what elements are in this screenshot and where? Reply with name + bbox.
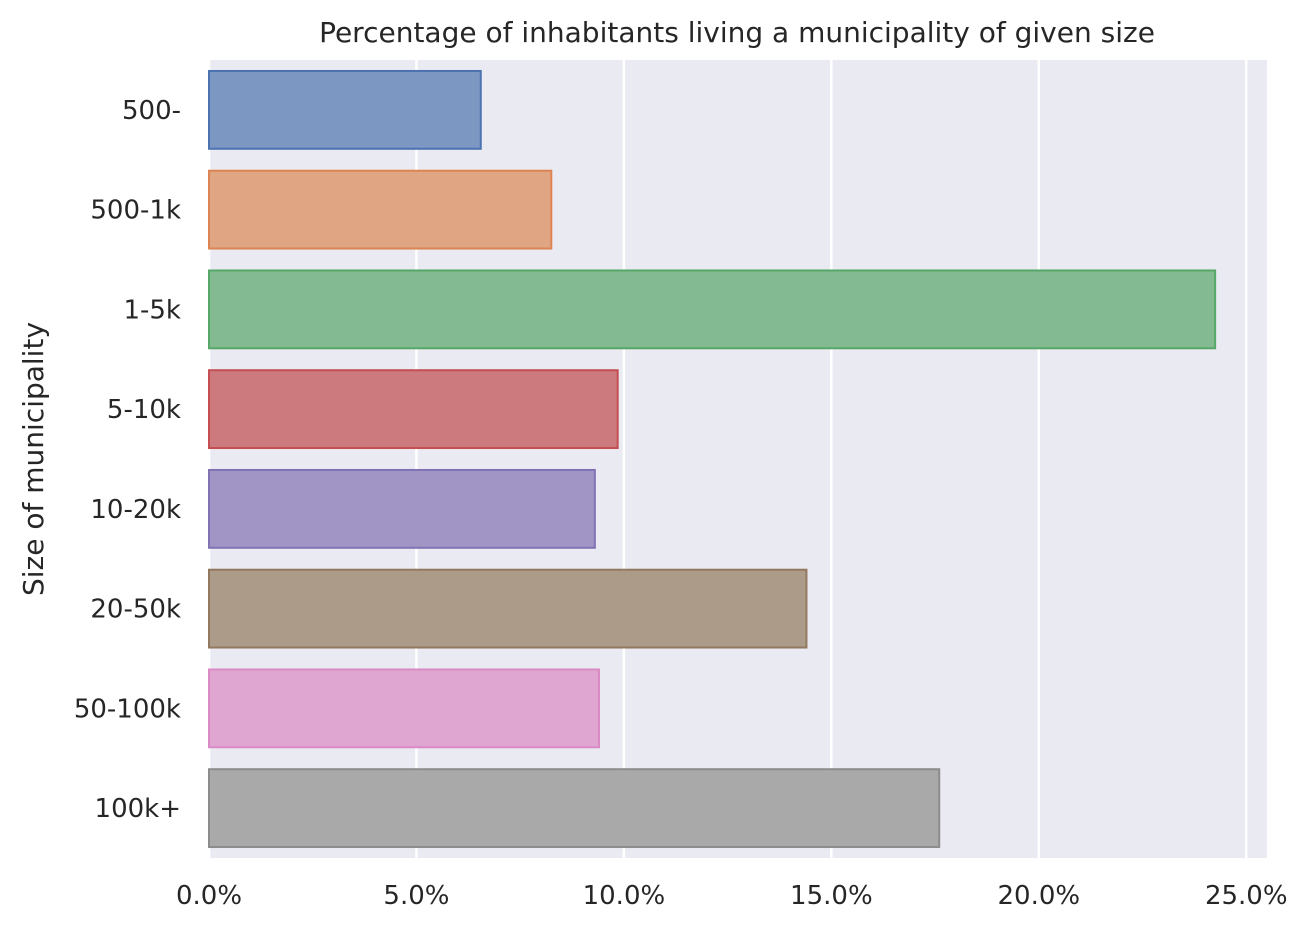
x-tick-label: 10.0% xyxy=(583,881,666,911)
y-tick-label: 100k+ xyxy=(95,794,181,824)
x-tick-label: 0.0% xyxy=(176,881,242,911)
x-tick-label: 5.0% xyxy=(383,881,449,911)
y-tick-label: 10-20k xyxy=(90,495,181,525)
y-axis-label: Size of municipality xyxy=(17,322,50,596)
y-tick-label: 20-50k xyxy=(90,595,181,625)
y-tick-label: 5-10k xyxy=(107,395,181,425)
bar-100k+ xyxy=(208,768,941,849)
chart-title: Percentage of inhabitants living a munic… xyxy=(319,16,1155,49)
bars xyxy=(208,69,1217,849)
y-tick-label: 50-100k xyxy=(74,694,181,724)
x-tick-label: 20.0% xyxy=(997,881,1080,911)
bar-20-50k xyxy=(208,568,808,649)
x-tick-labels: 0.0% 5.0% 10.0% 15.0% 20.0% 25.0% xyxy=(176,881,1288,911)
bar-500-1k xyxy=(208,169,553,250)
y-tick-label: 500- xyxy=(122,96,181,126)
bar-5-10k xyxy=(208,369,619,450)
bar-10-20k xyxy=(208,468,596,549)
y-tick-labels: 500- 500-1k 1-5k 5-10k 10-20k 20-50k 50-100k 10… xyxy=(74,96,181,824)
y-tick-label: 1-5k xyxy=(123,295,181,325)
y-tick-label: 500-1k xyxy=(90,196,181,226)
x-tick-label: 25.0% xyxy=(1205,881,1288,911)
bar-500- xyxy=(208,69,482,150)
x-tick-label: 15.0% xyxy=(790,881,873,911)
bar-1-5k xyxy=(208,269,1217,350)
bar-50-100k xyxy=(208,668,601,749)
